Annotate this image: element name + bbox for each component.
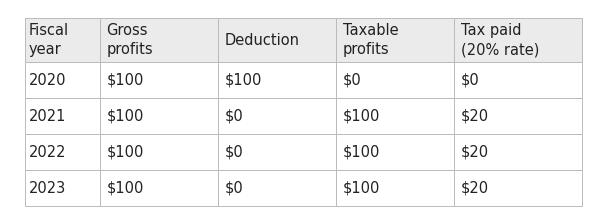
Bar	[24, 18, 99, 62]
Text: $20: $20	[461, 144, 489, 159]
Bar	[453, 18, 582, 62]
Text: $100: $100	[225, 73, 262, 88]
Text: $100: $100	[107, 181, 144, 196]
Text: Tax paid
(20% rate): Tax paid (20% rate)	[461, 23, 539, 57]
Text: 2020: 2020	[29, 73, 67, 88]
Text: Deduction: Deduction	[225, 32, 299, 47]
Bar	[24, 98, 99, 134]
Bar	[336, 98, 453, 134]
Bar	[453, 170, 582, 206]
Bar	[453, 62, 582, 98]
Bar	[218, 134, 336, 170]
Bar	[336, 18, 453, 62]
Bar	[24, 134, 99, 170]
Text: $0: $0	[225, 181, 244, 196]
Text: $0: $0	[225, 144, 244, 159]
Bar	[218, 98, 336, 134]
Text: Taxable
profits: Taxable profits	[342, 23, 398, 57]
Bar	[99, 18, 218, 62]
Text: $100: $100	[342, 144, 380, 159]
Text: 2022: 2022	[29, 144, 67, 159]
Text: $20: $20	[461, 181, 489, 196]
Bar	[218, 62, 336, 98]
Bar	[99, 170, 218, 206]
Text: $100: $100	[107, 108, 144, 123]
Text: Fiscal
year: Fiscal year	[29, 23, 69, 57]
Text: $100: $100	[107, 73, 144, 88]
Text: $100: $100	[342, 108, 380, 123]
Text: $20: $20	[461, 108, 489, 123]
Bar	[218, 170, 336, 206]
Bar	[99, 62, 218, 98]
Bar	[99, 98, 218, 134]
Bar	[453, 98, 582, 134]
Text: $0: $0	[225, 108, 244, 123]
Bar	[218, 18, 336, 62]
Bar	[24, 62, 99, 98]
Text: $0: $0	[461, 73, 480, 88]
Bar	[336, 62, 453, 98]
Text: $0: $0	[342, 73, 361, 88]
Bar	[336, 170, 453, 206]
Bar	[453, 134, 582, 170]
Text: $100: $100	[342, 181, 380, 196]
Text: 2021: 2021	[29, 108, 67, 123]
Bar	[24, 170, 99, 206]
Text: Gross
profits: Gross profits	[107, 23, 153, 57]
Text: 2023: 2023	[29, 181, 66, 196]
Bar	[336, 134, 453, 170]
Bar	[99, 134, 218, 170]
Text: $100: $100	[107, 144, 144, 159]
